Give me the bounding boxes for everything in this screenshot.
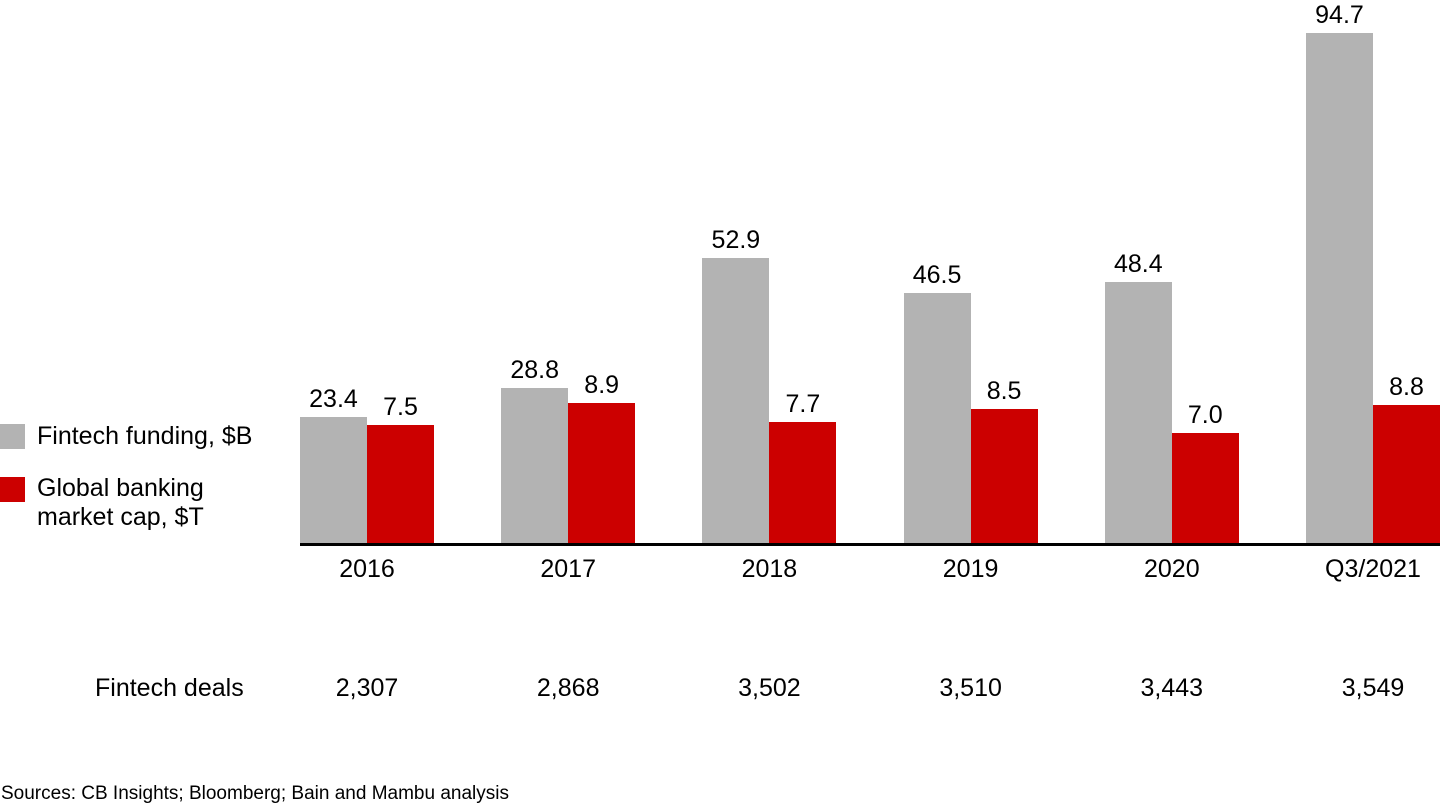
x-tick-label: Q3/2021 xyxy=(1325,555,1421,583)
x-axis-labels: 2016 2017 2018 2019 2020 Q3/2021 xyxy=(300,555,1440,585)
bar-value-label: 8.5 xyxy=(986,377,1022,406)
legend-item: Global banking market cap, $T xyxy=(0,474,252,532)
bar-value-label: 48.4 xyxy=(1113,250,1163,279)
legend-swatch xyxy=(0,424,25,449)
x-tick-label: 2020 xyxy=(1143,555,1200,583)
bar-group-2017: 28.8 8.9 xyxy=(501,33,636,543)
banking-marketcap-bar-Q3/2021 xyxy=(1373,404,1440,543)
bar-value-label: 94.7 xyxy=(1315,1,1364,29)
plot-area: 23.4 7.5 28.8 8.9 52.9 7.7 46.5 8.5 48.4 7.0 94.7 8… xyxy=(300,2,1440,543)
bar-group-2018: 52.9 7.7 xyxy=(702,33,837,543)
bar-value-label: 46.5 xyxy=(912,260,962,289)
fintech-funding-bar-2019 xyxy=(903,292,971,543)
bar-group-2016: 23.4 7.5 xyxy=(300,33,434,543)
fintech-funding-bar-2020 xyxy=(1104,282,1172,543)
legend-item: Fintech funding, $B xyxy=(0,422,252,451)
x-tick-label: 2017 xyxy=(540,555,596,583)
deals-value: 2,868 xyxy=(536,674,600,702)
bar-value-label: 8.9 xyxy=(584,371,620,399)
fintech-funding-bar-2017 xyxy=(501,387,569,543)
deals-row-values: 2,307 2,868 3,502 3,510 3,443 3,549 xyxy=(300,674,1440,704)
banking-marketcap-bar-2017 xyxy=(568,403,636,543)
legend-label: Global banking market cap, $T xyxy=(37,474,204,532)
fintech-funding-bar-Q3/2021 xyxy=(1306,33,1373,543)
bar-value-label: 28.8 xyxy=(510,355,560,384)
chart-legend: Fintech funding, $B Global banking market … xyxy=(0,422,252,532)
fintech-funding-bar-2016 xyxy=(300,416,367,543)
bar-group-Q3/2021: 94.7 8.8 xyxy=(1306,2,1440,543)
legend-label: Fintech funding, $B xyxy=(37,422,252,451)
deals-value: 3,510 xyxy=(939,674,1002,702)
banking-marketcap-bar-2018 xyxy=(769,421,837,543)
deals-value: 3,502 xyxy=(738,674,801,702)
legend-label-line: Fintech funding, $B xyxy=(37,422,253,450)
legend-label-line: market cap, $T xyxy=(37,503,204,531)
deals-value: 3,549 xyxy=(1341,674,1405,702)
bar-value-label: 52.9 xyxy=(711,226,761,255)
bar-value-label: 23.4 xyxy=(309,384,358,413)
bar-value-label: 7.7 xyxy=(785,389,821,418)
x-axis-line xyxy=(300,543,1440,546)
bar-value-label: 7.5 xyxy=(383,393,418,422)
bar-group-2019: 46.5 8.5 xyxy=(903,33,1038,543)
deals-value: 3,443 xyxy=(1140,674,1204,702)
legend-swatch xyxy=(0,477,25,502)
bar-value-label: 7.0 xyxy=(1187,400,1223,429)
x-tick-label: 2019 xyxy=(942,555,999,583)
banking-marketcap-bar-2019 xyxy=(970,409,1038,543)
x-tick-label: 2018 xyxy=(741,555,798,583)
bar-value-label: 8.8 xyxy=(1389,372,1424,401)
sources-note: Sources: CB Insights; Bloomberg; Bain an… xyxy=(1,783,509,804)
banking-marketcap-bar-2020 xyxy=(1171,432,1239,543)
x-tick-label: 2016 xyxy=(339,555,395,583)
legend-label-line: Global banking xyxy=(37,474,204,502)
bar-group-2020: 48.4 7.0 xyxy=(1104,33,1239,543)
deals-value: 2,307 xyxy=(335,674,399,702)
banking-marketcap-bar-2016 xyxy=(367,425,434,543)
fintech-funding-bar-2018 xyxy=(702,258,770,543)
deals-row-label: Fintech deals xyxy=(95,674,244,702)
